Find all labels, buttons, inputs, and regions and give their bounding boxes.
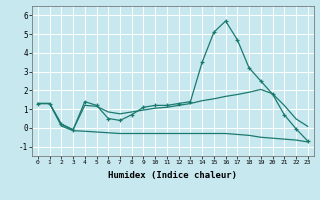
X-axis label: Humidex (Indice chaleur): Humidex (Indice chaleur) [108, 171, 237, 180]
